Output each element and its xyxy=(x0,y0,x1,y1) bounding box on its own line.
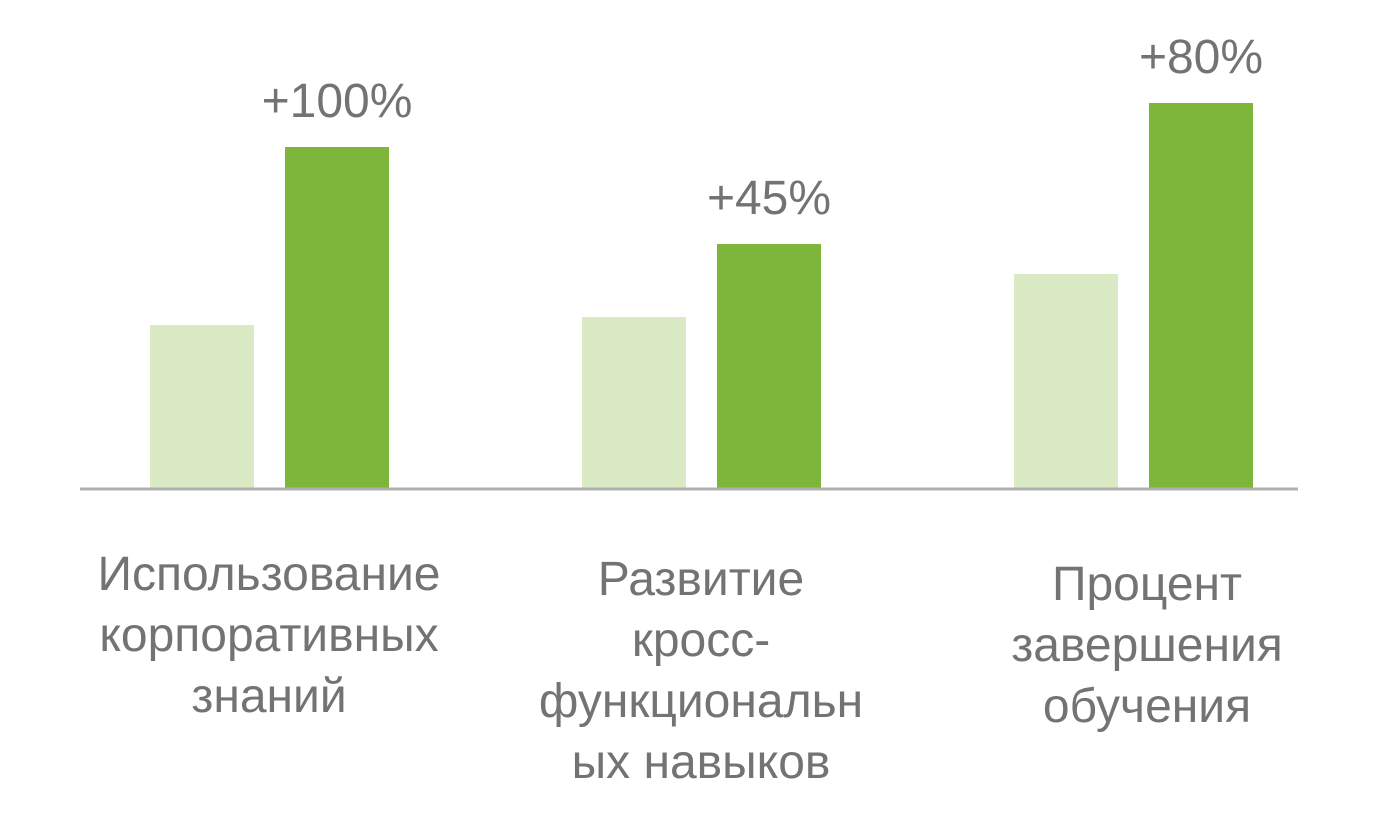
category-label: функциональн xyxy=(539,675,863,728)
bar xyxy=(582,317,686,489)
category-label: кросс- xyxy=(632,614,770,667)
bar-annotation: +80% xyxy=(1139,31,1263,84)
category-label: завершения xyxy=(1011,619,1283,672)
bar xyxy=(150,325,254,489)
bar xyxy=(717,244,821,489)
category-label: Процент xyxy=(1052,558,1242,611)
category-label: корпоративных xyxy=(99,609,438,662)
category-label: ых навыков xyxy=(572,736,831,789)
bar xyxy=(1149,103,1253,489)
bar-annotation: +100% xyxy=(262,75,413,128)
category-label: обучения xyxy=(1043,680,1251,733)
bar-annotation: +45% xyxy=(707,172,831,225)
bar xyxy=(1014,274,1118,489)
bar xyxy=(285,147,389,489)
category-label: Использование xyxy=(98,548,441,601)
category-label: Развитие xyxy=(598,553,804,606)
category-label: знаний xyxy=(191,670,346,723)
